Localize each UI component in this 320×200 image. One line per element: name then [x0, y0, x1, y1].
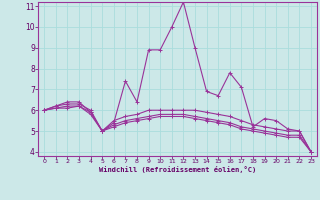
- X-axis label: Windchill (Refroidissement éolien,°C): Windchill (Refroidissement éolien,°C): [99, 166, 256, 173]
